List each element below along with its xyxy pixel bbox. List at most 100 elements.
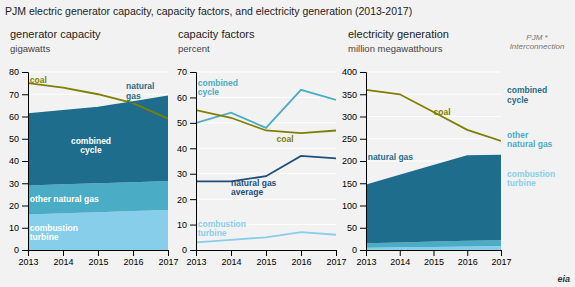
series-labels: combustionturbine other natural gas combin… — [30, 75, 155, 242]
x-tick: 2016 — [291, 250, 311, 267]
panel-title: electricity generation — [348, 28, 449, 40]
y-tick: 30 — [9, 179, 28, 189]
y-tick: 300 — [342, 112, 366, 122]
y-tick: 20 — [177, 195, 196, 205]
y-tick-mark — [22, 139, 28, 140]
y-tick-label: 250 — [342, 134, 357, 144]
x-tick-mark — [28, 250, 29, 256]
y-tick-label: 40 — [9, 156, 19, 166]
x-tick-label: 2014 — [221, 257, 241, 267]
y-tick: 70 — [177, 67, 196, 77]
text-line: gas — [126, 91, 141, 101]
y-tick-label: 30 — [9, 179, 19, 189]
x-axis-line — [197, 251, 337, 257]
y-tick-mark — [190, 72, 196, 73]
series-label: natural gas — [368, 152, 414, 162]
y-tick-label: 30 — [177, 169, 187, 179]
x-axis: 20132014201520162017 — [18, 250, 178, 267]
y-tick-mark — [22, 228, 28, 229]
title: PJM electric generator capacity, capacit… — [5, 5, 412, 17]
series-label: natural gasaverage — [231, 178, 277, 197]
legend-entry: combustionturbine — [507, 169, 555, 188]
x-axis-line — [367, 251, 502, 257]
text-line: turbine — [507, 178, 536, 188]
background — [0, 0, 575, 287]
panel-title: capacity factors — [178, 28, 255, 40]
y-tick-label: 0 — [352, 245, 357, 255]
y-axis: 010203040506070 — [177, 67, 197, 255]
series-label: combustionturbine — [198, 219, 246, 238]
y-tick: 40 — [177, 144, 196, 154]
grid-line — [366, 94, 501, 95]
grid-line — [196, 122, 336, 123]
legend-entry: combinedcycle — [507, 85, 547, 104]
y-tick: 60 — [177, 93, 196, 103]
y-tick-mark — [360, 250, 366, 251]
y-tick: 0 — [182, 245, 196, 255]
x-tick-label: 2014 — [390, 257, 410, 267]
series-label: coal — [434, 107, 451, 117]
x-tick-mark — [301, 250, 302, 256]
x-tick-mark — [196, 250, 197, 256]
text-line: average — [231, 187, 263, 197]
x-tick-mark — [133, 250, 134, 256]
text-line: natural gas — [507, 139, 553, 149]
y-tick-mark — [360, 72, 366, 73]
chart-root: PJM electric generator capacity, capacit… — [0, 0, 575, 287]
y-tick: 50 — [9, 134, 28, 144]
y-tick: 150 — [342, 179, 366, 189]
y-tick-mark — [360, 94, 366, 95]
y-tick: 400 — [342, 67, 366, 77]
y-axis: 050100150200250300350400 — [342, 67, 367, 255]
y-tick-label: 60 — [9, 112, 19, 122]
x-tick: 2014 — [221, 250, 241, 267]
x-tick-mark — [434, 250, 435, 256]
x-tick-mark — [63, 250, 64, 256]
x-tick: 2017 — [158, 250, 178, 267]
x-tick-mark — [336, 250, 337, 256]
x-tick-label: 2013 — [18, 257, 38, 267]
x-tick-label: 2017 — [491, 257, 511, 267]
y-tick: 10 — [177, 220, 196, 230]
line — [28, 96, 168, 114]
series-label: other natural gas — [30, 194, 99, 204]
x-tick: 2014 — [390, 250, 410, 267]
series-label: combinedcycle — [71, 136, 111, 155]
text-line: cycle — [507, 95, 529, 105]
x-tick: 2015 — [88, 250, 108, 267]
series-label: combustionturbine — [30, 223, 78, 242]
y-tick-mark — [22, 94, 28, 95]
y-tick: 40 — [9, 156, 28, 166]
marks — [196, 90, 336, 243]
y-tick-mark — [360, 183, 366, 184]
y-tick-mark — [190, 199, 196, 200]
text-line: other natural gas — [30, 194, 99, 204]
x-tick: 2013 — [186, 250, 206, 267]
y-axis: 01020304050607080 — [9, 67, 29, 255]
text-line: coal — [30, 75, 47, 85]
series-labels: combinedcyclecoalnatural gasaveragecombu… — [198, 78, 294, 239]
y-tick-label: 70 — [177, 67, 187, 77]
y-tick: 10 — [9, 223, 28, 233]
y-tick: 0 — [352, 245, 366, 255]
y-tick-mark — [190, 123, 196, 124]
text-line: PJM * — [526, 33, 548, 42]
y-tick-label: 70 — [9, 90, 19, 100]
y-tick-mark — [190, 174, 196, 175]
marks — [28, 83, 168, 250]
y-tick-label: 10 — [177, 220, 187, 230]
axis-title: million megawatthours — [348, 43, 443, 54]
x-tick: 2015 — [256, 250, 276, 267]
marks — [366, 90, 501, 250]
y-tick: 30 — [177, 169, 196, 179]
y-tick-label: 10 — [9, 223, 19, 233]
legend-entry: othernatural gas — [507, 130, 553, 149]
y-tick: 80 — [9, 67, 28, 77]
x-tick-label: 2016 — [291, 257, 311, 267]
y-tick: 50 — [347, 223, 366, 233]
x-tick-label: 2017 — [158, 257, 178, 267]
y-tick-mark — [22, 72, 28, 73]
y-axis-line — [360, 73, 367, 251]
y-tick-label: 60 — [177, 93, 187, 103]
x-tick: 2016 — [123, 250, 143, 267]
